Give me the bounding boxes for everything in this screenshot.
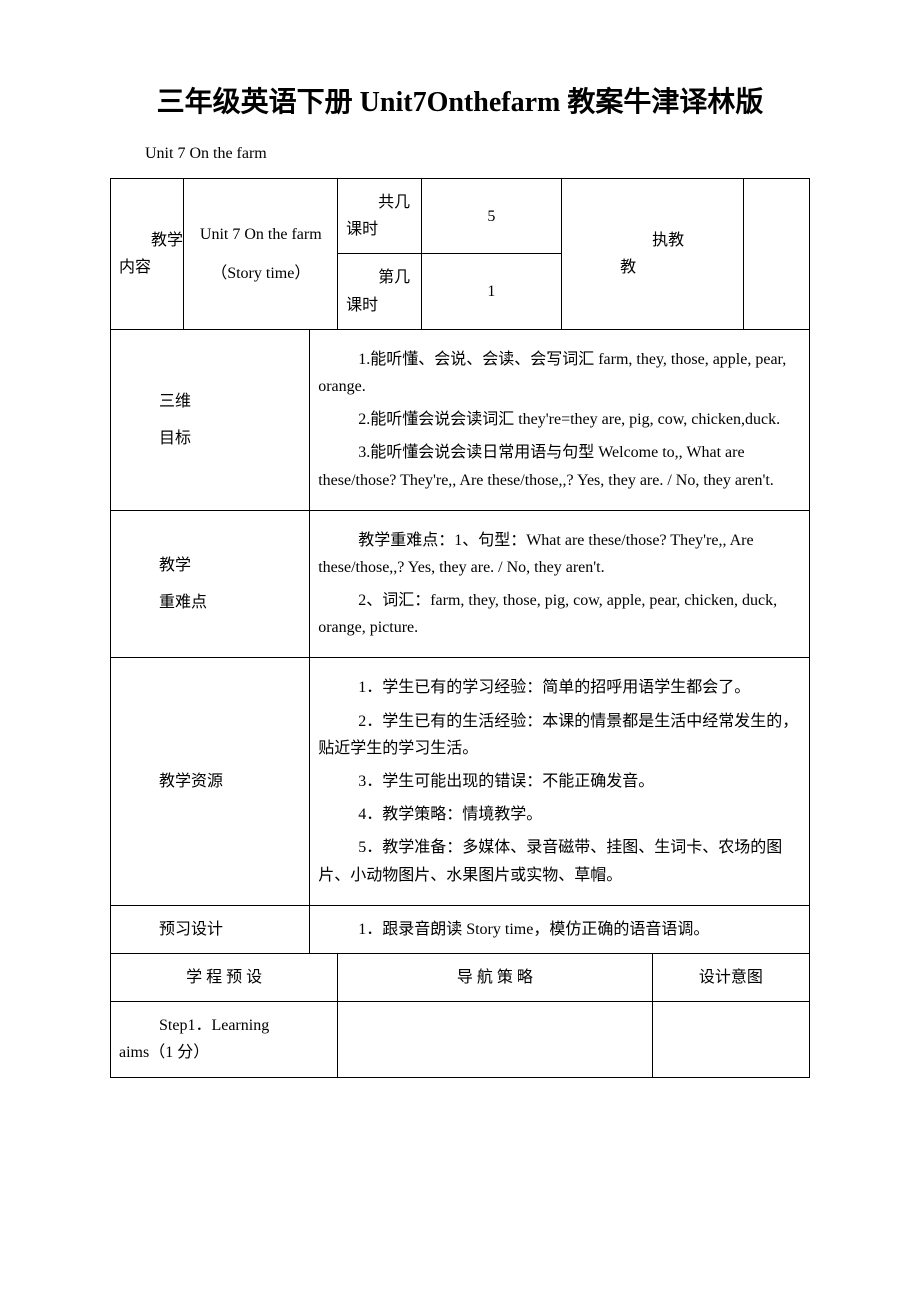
- step1-strategy: [338, 1002, 653, 1077]
- page-title: 三年级英语下册 Unit7Onthefarm 教案牛津译林版: [110, 80, 810, 120]
- txt: 执教: [620, 227, 684, 254]
- txt: 1.能听懂、会说、会读、会写词汇 farm, they, those, appl…: [318, 346, 801, 400]
- txt: 3.能听懂会说会读日常用语与句型 Welcome to,, What are t…: [318, 439, 801, 493]
- txt: 4．教学策略：情境教学。: [318, 801, 801, 828]
- txt: 目标: [119, 425, 301, 452]
- subtitle: Unit 7 On the farm: [145, 145, 810, 163]
- current-period-value: 1: [422, 254, 562, 329]
- txt: 教学内容: [119, 227, 183, 281]
- header-intent: 设计意图: [652, 953, 809, 1001]
- txt: aims（1 分）: [119, 1039, 329, 1066]
- txt: 5．教学准备：多媒体、录音磁带、挂图、生词卡、农场的图片、小动物图片、水果图片或…: [318, 834, 801, 888]
- lesson-plan-table: 教学内容 Unit 7 On the farm （Story time） 共几课…: [110, 178, 810, 1078]
- txt: 教学: [119, 552, 301, 579]
- txt: 2.能听懂会说会读词汇 they're=they are, pig, cow, …: [318, 406, 801, 433]
- txt: Step1．Learning: [119, 1012, 329, 1039]
- txt: 三维: [119, 388, 301, 415]
- header-process: 学 程 预 设: [111, 953, 338, 1001]
- teacher-label: 执教 教: [561, 179, 743, 330]
- unit-subtitle: （Story time）: [192, 260, 329, 287]
- txt: 教学重难点：1、句型：What are these/those? They're…: [318, 527, 801, 581]
- objectives-content: 1.能听懂、会说、会读、会写词汇 farm, they, those, appl…: [310, 329, 810, 510]
- txt: 1．跟录音朗读 Story time，模仿正确的语音语调。: [318, 916, 801, 943]
- txt: 2、词汇：farm, they, those, pig, cow, apple,…: [318, 587, 801, 641]
- txt: 教学资源: [119, 768, 301, 795]
- txt: 共几课时: [346, 189, 413, 243]
- unit-title-cell: Unit 7 On the farm （Story time）: [184, 179, 338, 330]
- preview-content: 1．跟录音朗读 Story time，模仿正确的语音语调。: [310, 905, 810, 953]
- current-period-label: 第几课时: [338, 254, 422, 329]
- txt: 3．学生可能出现的错误：不能正确发音。: [318, 768, 801, 795]
- txt: 预习设计: [119, 916, 301, 943]
- step1-cell: Step1．Learning aims（1 分）: [111, 1002, 338, 1077]
- teacher-value: [743, 179, 809, 330]
- label-preview: 预习设计: [111, 905, 310, 953]
- txt: 重难点: [119, 589, 301, 616]
- keypoints-content: 教学重难点：1、句型：What are these/those? They're…: [310, 510, 810, 658]
- txt: 第几课时: [346, 264, 413, 318]
- txt: 1．学生已有的学习经验：简单的招呼用语学生都会了。: [318, 674, 801, 701]
- txt: 2．学生已有的生活经验：本课的情景都是生活中经常发生的，贴近学生的学习生活。: [318, 708, 801, 762]
- label-keypoints: 教学 重难点: [111, 510, 310, 658]
- total-periods-value: 5: [422, 179, 562, 254]
- header-strategy: 导 航 策 略: [338, 953, 653, 1001]
- unit-title: Unit 7 On the farm: [192, 221, 329, 248]
- step1-intent: [652, 1002, 809, 1077]
- label-objectives: 三维 目标: [111, 329, 310, 510]
- resources-content: 1．学生已有的学习经验：简单的招呼用语学生都会了。 2．学生已有的生活经验：本课…: [310, 658, 810, 905]
- total-periods-label: 共几课时: [338, 179, 422, 254]
- label-teaching-content: 教学内容: [111, 179, 184, 330]
- label-resources: 教学资源: [111, 658, 310, 905]
